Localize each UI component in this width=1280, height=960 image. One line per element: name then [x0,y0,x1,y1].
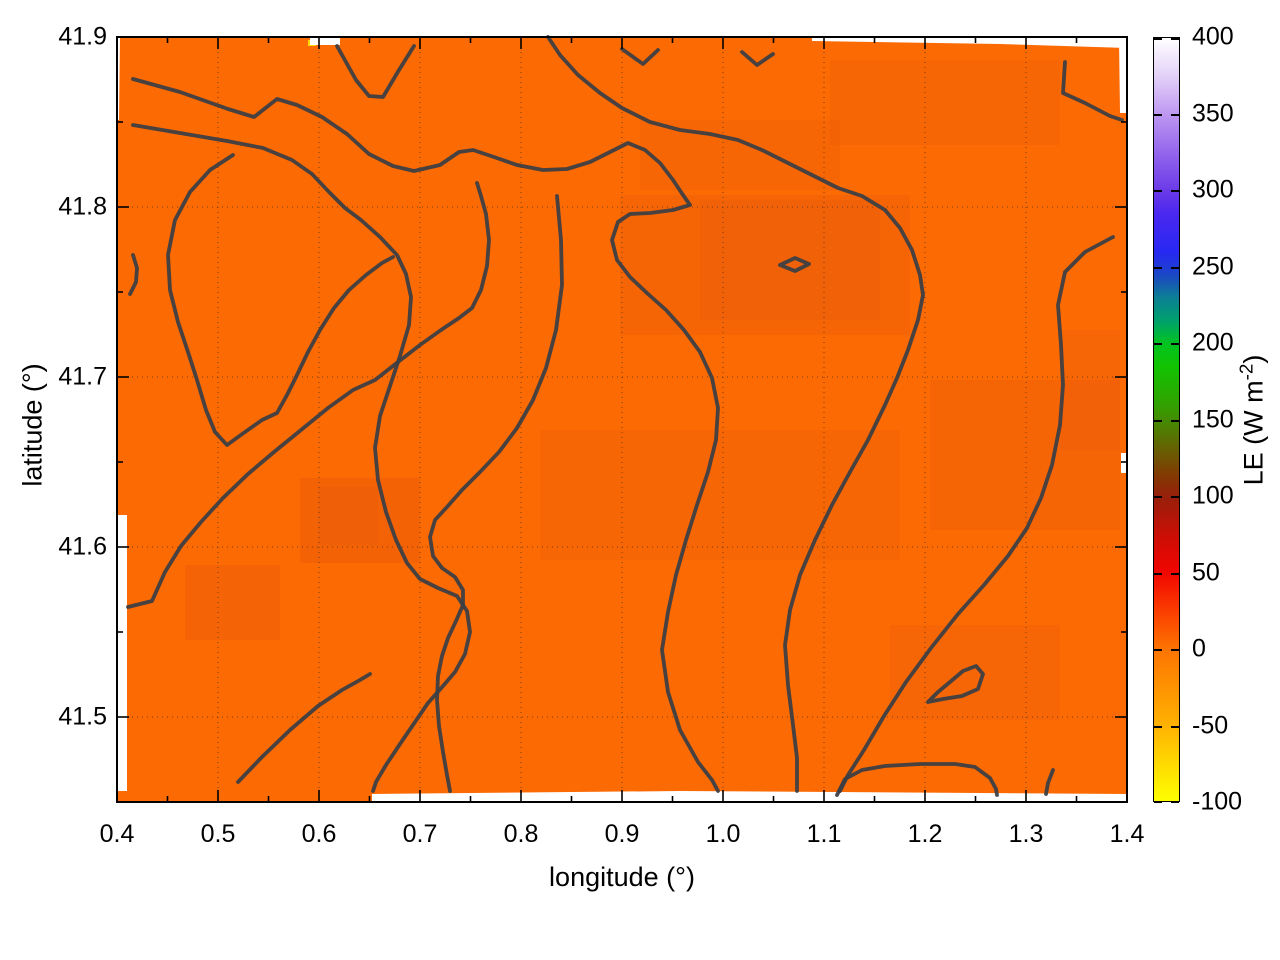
x-tick-label: 0.8 [503,820,539,848]
y-tick-label: 41.7 [58,362,107,391]
colorbar-tick-label: 250 [1192,252,1234,280]
colorbar-tick [1171,496,1179,498]
y-tick-label: 41.9 [58,22,107,51]
colorbar-tick [1154,190,1162,192]
colorbar-tick [1171,419,1179,422]
colorbar-tick [1171,343,1179,345]
colorbar-title-superscript: -2 [1236,363,1258,381]
colorbar-tick [1154,725,1162,728]
colorbar-tick-label: 300 [1192,175,1234,204]
x-tick-label: 0.7 [402,820,438,848]
y-tick-label: 41.5 [58,702,107,731]
colorbar-tick-label: 150 [1192,405,1234,433]
colorbar-tick [1154,266,1162,269]
colorbar-tick [1171,190,1179,192]
colorbar-gradient [1153,37,1180,803]
colorbar-tick [1154,343,1162,345]
colorbar-tick [1171,266,1179,269]
colorbar-tick-label: 350 [1192,99,1234,127]
x-tick-label: 1.2 [907,820,943,848]
y-tick-label: 41.8 [58,192,107,221]
colorbar-tick [1171,801,1179,803]
y-tick-label: 41.6 [58,532,107,561]
colorbar-tick [1154,38,1162,40]
colorbar-tick [1171,725,1179,728]
x-tick-label: 1.3 [1008,820,1044,848]
x-tick-label: 0.4 [99,820,135,848]
colorbar-tick [1171,572,1179,575]
colorbar-title: LE (W m-2) [1236,354,1269,486]
x-tick-label: 1.1 [806,820,842,848]
colorbar-tick-label: 0 [1192,634,1206,663]
colorbar-tick-label: 200 [1192,328,1234,357]
colorbar-tick [1154,649,1162,651]
colorbar-tick-label: 50 [1192,558,1220,586]
colorbar-tick-label: -100 [1192,787,1243,816]
colorbar-tick [1171,38,1179,40]
x-tick-label: 0.6 [301,820,337,848]
x-tick-label: 0.5 [200,820,236,848]
y-axis-title: latitude (°) [17,363,48,487]
colorbar-tick-label: -50 [1192,711,1229,739]
colorbar-tick [1154,113,1162,116]
x-tick-label: 0.9 [604,820,640,848]
colorbar-tick [1171,113,1179,116]
x-tick-label: 1.0 [705,820,741,848]
colorbar-tick [1154,572,1162,575]
colorbar-tick [1154,419,1162,422]
colorbar-tick [1171,649,1179,651]
colorbar-tick-label: 400 [1192,22,1234,51]
colorbar-tick [1154,496,1162,498]
x-tick-label: 1.4 [1109,820,1145,848]
x-axis-title: longitude (°) [549,862,695,892]
colorbar-tick-label: 100 [1192,481,1234,510]
colorbar-tick [1154,801,1162,803]
